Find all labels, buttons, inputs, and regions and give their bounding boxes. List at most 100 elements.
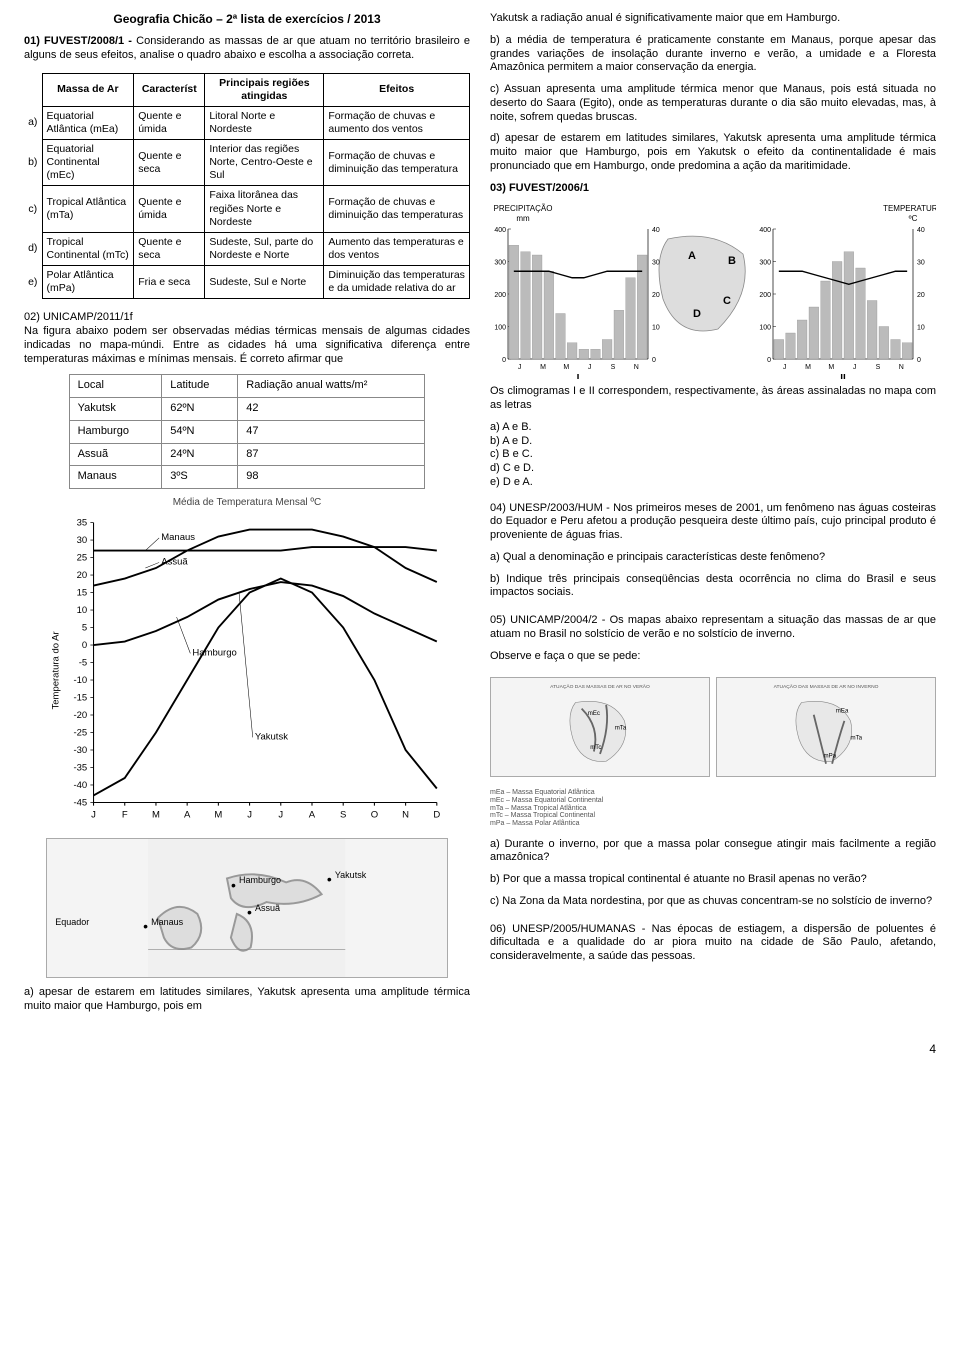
q05-legend: mEa – Massa Equatorial AtlânticamEc – Ma…	[490, 789, 936, 827]
q05-map-right: ATUAÇÃO DAS MASSAS DE AR NO INVERNO mEa …	[716, 677, 936, 777]
svg-text:C: C	[723, 295, 731, 307]
svg-text:I: I	[577, 373, 580, 379]
svg-text:M: M	[828, 364, 834, 371]
svg-text:mEa: mEa	[836, 708, 849, 715]
q01-code: 01) FUVEST/2008/1 -	[24, 35, 132, 47]
svg-text:0: 0	[917, 357, 921, 364]
left-column: Geografia Chicão – 2ª lista de exercício…	[24, 12, 470, 1022]
svg-text:N: N	[899, 364, 904, 371]
q03-c: c) B e C.	[490, 448, 936, 462]
svg-text:mTa: mTa	[615, 725, 627, 732]
svg-text:300: 300	[494, 260, 506, 267]
svg-text:-5: -5	[79, 657, 87, 668]
svg-text:M: M	[540, 364, 546, 371]
svg-text:J: J	[588, 364, 592, 371]
svg-text:A: A	[309, 809, 316, 820]
svg-text:30: 30	[652, 260, 660, 267]
svg-text:II: II	[840, 373, 846, 379]
lat-h2: Radiação anual watts/m²	[238, 375, 425, 398]
table-row: a)Equatorial Atlântica (mEa)Quente e úmi…	[24, 106, 470, 139]
svg-text:J: J	[783, 364, 787, 371]
q06: 06) UNESP/2005/HUMANAS - Nas épocas de e…	[490, 923, 936, 964]
q01-th-ef: Efeitos	[324, 73, 470, 106]
q04: 04) UNESP/2003/HUM - Nos primeiros meses…	[490, 502, 936, 543]
q05-code: 05) UNICAMP/2004/2	[490, 614, 598, 626]
svg-text:Manaus: Manaus	[162, 532, 196, 543]
page-number: 4	[24, 1042, 936, 1057]
table-row: c)Tropical Atlântica (mTa)Quente e úmida…	[24, 186, 470, 232]
q05-c: c) Na Zona da Mata nordestina, por que a…	[490, 895, 936, 909]
q04-code: 04) UNESP/2003/HUM	[490, 502, 603, 514]
world-map: Hamburgo•Yakutsk•Assuã•Manaus•Equador	[46, 838, 447, 978]
svg-text:-35: -35	[74, 762, 88, 773]
q02-heading: 02) UNICAMP/2011/1f	[24, 311, 470, 325]
svg-text:J: J	[91, 809, 96, 820]
svg-text:F: F	[122, 809, 128, 820]
svg-text:10: 10	[917, 325, 925, 332]
table-row: Yakutsk62ºN42	[69, 398, 425, 421]
map-city-label: Yakutsk	[335, 870, 366, 881]
svg-text:-30: -30	[74, 745, 88, 756]
svg-text:O: O	[371, 809, 378, 820]
svg-text:-15: -15	[74, 692, 88, 703]
table-row: e)Polar Atlântica (mPa)Fria e secaSudest…	[24, 266, 470, 299]
svg-text:25: 25	[77, 552, 88, 563]
svg-text:S: S	[340, 809, 346, 820]
svg-text:15: 15	[77, 587, 88, 598]
svg-text:-10: -10	[74, 675, 88, 686]
svg-text:ATUAÇÃO DAS MASSAS DE AR NO VE: ATUAÇÃO DAS MASSAS DE AR NO VERÃO	[550, 683, 650, 690]
svg-text:400: 400	[759, 227, 771, 234]
svg-text:Assuã: Assuã	[162, 556, 189, 567]
q05-maps: ATUAÇÃO DAS MASSAS DE AR NO VERÃO mEc mT…	[490, 671, 936, 785]
q03-b: b) A e D.	[490, 435, 936, 449]
svg-text:N: N	[634, 364, 639, 371]
svg-text:200: 200	[494, 292, 506, 299]
svg-text:10: 10	[77, 605, 88, 616]
table-row: d)Tropical Continental (mTc)Quente e sec…	[24, 232, 470, 265]
map-city-label: Manaus	[151, 917, 183, 928]
svg-text:D: D	[693, 308, 701, 320]
doc-title: Geografia Chicão – 2ª lista de exercício…	[24, 12, 470, 27]
c2-p3: d) apesar de estarem em latitudes simila…	[490, 132, 936, 173]
svg-text:200: 200	[759, 292, 771, 299]
svg-text:J: J	[279, 809, 284, 820]
q03-climogram: PRECIPITAÇÃOmmTEMPERATURAºCABCD400300200…	[490, 199, 936, 379]
map-city-label: Equador	[55, 917, 89, 928]
q05-a: a) Durante o inverno, por que a massa po…	[490, 838, 936, 866]
svg-text:5: 5	[82, 622, 87, 633]
svg-text:0: 0	[652, 357, 656, 364]
q05-map-left: ATUAÇÃO DAS MASSAS DE AR NO VERÃO mEc mT…	[490, 677, 710, 777]
svg-text:mTa: mTa	[851, 735, 863, 742]
svg-text:M: M	[805, 364, 811, 371]
svg-text:40: 40	[917, 227, 925, 234]
q03-code: 03) FUVEST/2006/1	[490, 182, 936, 196]
svg-text:D: D	[434, 809, 441, 820]
svg-text:M: M	[215, 809, 223, 820]
clim-svg: PRECIPITAÇÃOmmTEMPERATURAºCABCD400300200…	[490, 199, 936, 379]
q04-a: a) Qual a denominação e principais carac…	[490, 551, 936, 565]
svg-text:ATUAÇÃO DAS MASSAS DE AR NO IN: ATUAÇÃO DAS MASSAS DE AR NO INVERNO	[774, 683, 879, 690]
svg-text:-40: -40	[74, 780, 88, 791]
svg-text:S: S	[876, 364, 881, 371]
svg-text:ºC: ºC	[909, 214, 918, 223]
table-row: b)Equatorial Continental (mEc)Quente e s…	[24, 140, 470, 186]
q02-text: Na figura abaixo podem ser observadas mé…	[24, 325, 470, 366]
svg-text:0: 0	[82, 640, 87, 651]
svg-text:S: S	[611, 364, 616, 371]
svg-text:20: 20	[77, 570, 88, 581]
q01-th-car: Característ	[134, 73, 205, 106]
right-column: Yakutsk a radiação anual é significativa…	[490, 12, 936, 1022]
svg-text:A: A	[688, 250, 696, 262]
svg-text:100: 100	[494, 325, 506, 332]
svg-text:A: A	[184, 809, 191, 820]
svg-text:35: 35	[77, 517, 88, 528]
svg-text:Hamburgo: Hamburgo	[193, 647, 237, 658]
svg-text:0: 0	[502, 357, 506, 364]
table-row: Assuã24ºN87	[69, 443, 425, 466]
c2-p0: Yakutsk a radiação anual é significativa…	[490, 12, 936, 26]
svg-text:300: 300	[759, 260, 771, 267]
q03-e: e) D e A.	[490, 476, 936, 490]
temp-chart-svg: 35302520151050-5-10-15-20-25-30-35-40-45…	[46, 512, 447, 829]
svg-text:-45: -45	[74, 797, 88, 808]
svg-text:20: 20	[917, 292, 925, 299]
